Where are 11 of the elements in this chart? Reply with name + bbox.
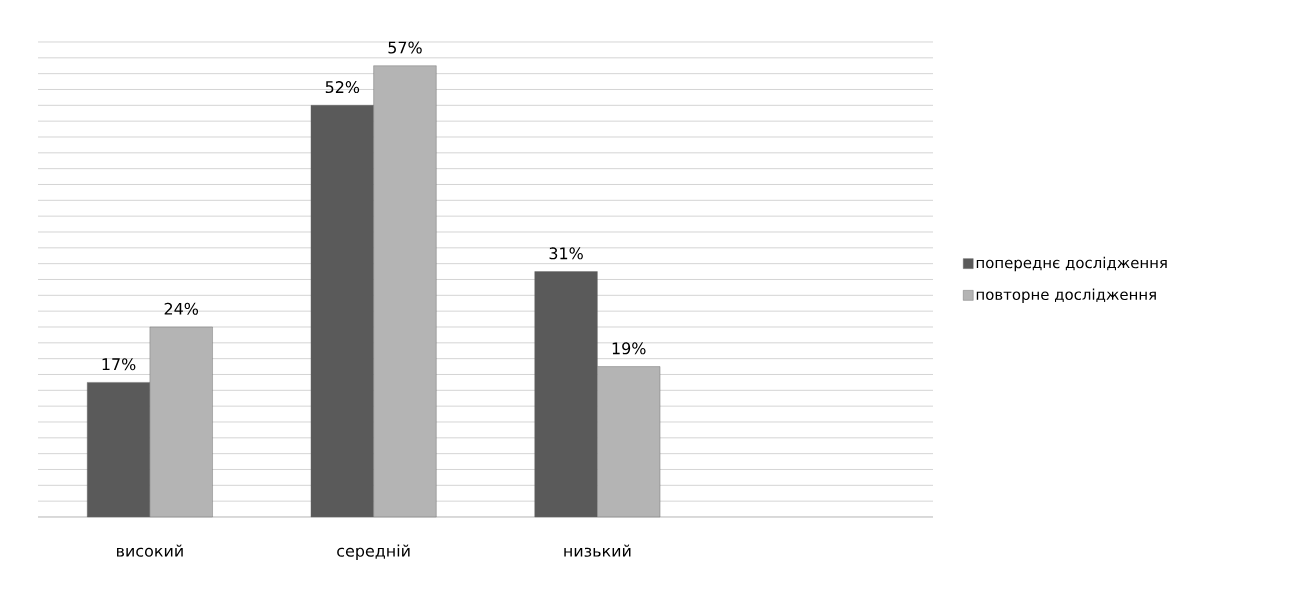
x-tick-label: середній xyxy=(337,544,410,560)
data-label: 52% xyxy=(325,81,360,94)
x-tick-label: високий xyxy=(117,544,183,557)
data-label: 19% xyxy=(612,342,646,355)
data-label: 57% xyxy=(388,41,422,54)
x-tick-label: низький xyxy=(564,544,631,557)
data-label: 17% xyxy=(102,358,136,371)
legend-label: попереднє дослідження xyxy=(976,256,1167,272)
legend-label: повторне дослідження xyxy=(976,288,1156,303)
data-label: 31% xyxy=(549,247,583,260)
data-label: 24% xyxy=(164,302,199,315)
